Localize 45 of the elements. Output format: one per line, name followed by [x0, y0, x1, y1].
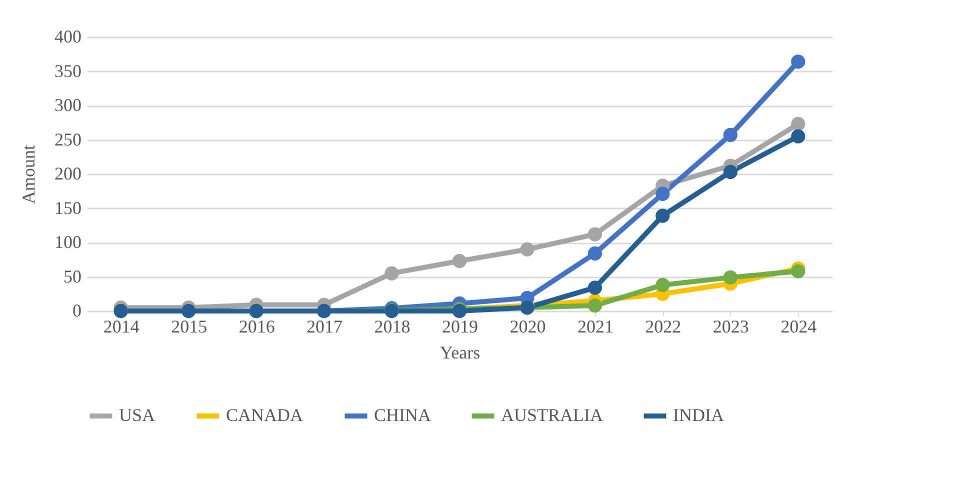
- x-tick-label: 2014: [103, 316, 140, 336]
- point: [791, 264, 806, 278]
- y-tick-label: 300: [54, 95, 82, 115]
- legend-label: CHINA: [374, 405, 431, 425]
- point: [791, 129, 806, 144]
- x-tick-label: 2022: [645, 316, 682, 336]
- point: [656, 186, 670, 201]
- point: [452, 304, 467, 318]
- legend-label: INDIA: [673, 405, 724, 425]
- y-tick-label: 150: [54, 198, 82, 218]
- x-tick-label: 2018: [374, 316, 410, 336]
- point: [520, 242, 534, 256]
- y-tick-label: 400: [54, 26, 82, 46]
- point: [791, 54, 806, 69]
- x-tick-label: 2023: [712, 316, 749, 336]
- x-tick-label: 2016: [238, 316, 275, 336]
- y-tick-label: 250: [54, 129, 82, 150]
- point: [588, 280, 602, 295]
- point: [588, 298, 602, 313]
- point: [384, 266, 399, 280]
- point: [588, 227, 602, 242]
- point: [791, 116, 806, 132]
- x-tick-label: 2021: [577, 316, 614, 336]
- point: [452, 254, 467, 268]
- x-tick-label: 2020: [510, 316, 546, 336]
- y-tick-label: 0: [72, 300, 82, 320]
- y-tick-label: 350: [54, 60, 82, 81]
- point: [723, 128, 738, 142]
- point: [723, 270, 738, 284]
- legend-label: CANADA: [226, 405, 304, 425]
- x-tick-label: 2019: [442, 316, 478, 336]
- y-tick-label: 100: [54, 232, 82, 252]
- x-tick-label: 2024: [780, 316, 817, 336]
- legend-label: AUSTRALIA: [501, 405, 603, 425]
- y-tick-label: 50: [64, 266, 82, 286]
- x-axis-title: Years: [440, 342, 480, 362]
- point: [656, 208, 670, 223]
- y-tick-label: 200: [54, 164, 82, 184]
- point: [588, 246, 602, 261]
- x-tick-label: 2015: [171, 316, 208, 336]
- point: [656, 278, 670, 292]
- y-axis-title: Amount: [18, 144, 38, 204]
- point: [723, 164, 738, 179]
- legend-label: USA: [119, 405, 156, 425]
- x-tick-label: 2017: [306, 316, 343, 336]
